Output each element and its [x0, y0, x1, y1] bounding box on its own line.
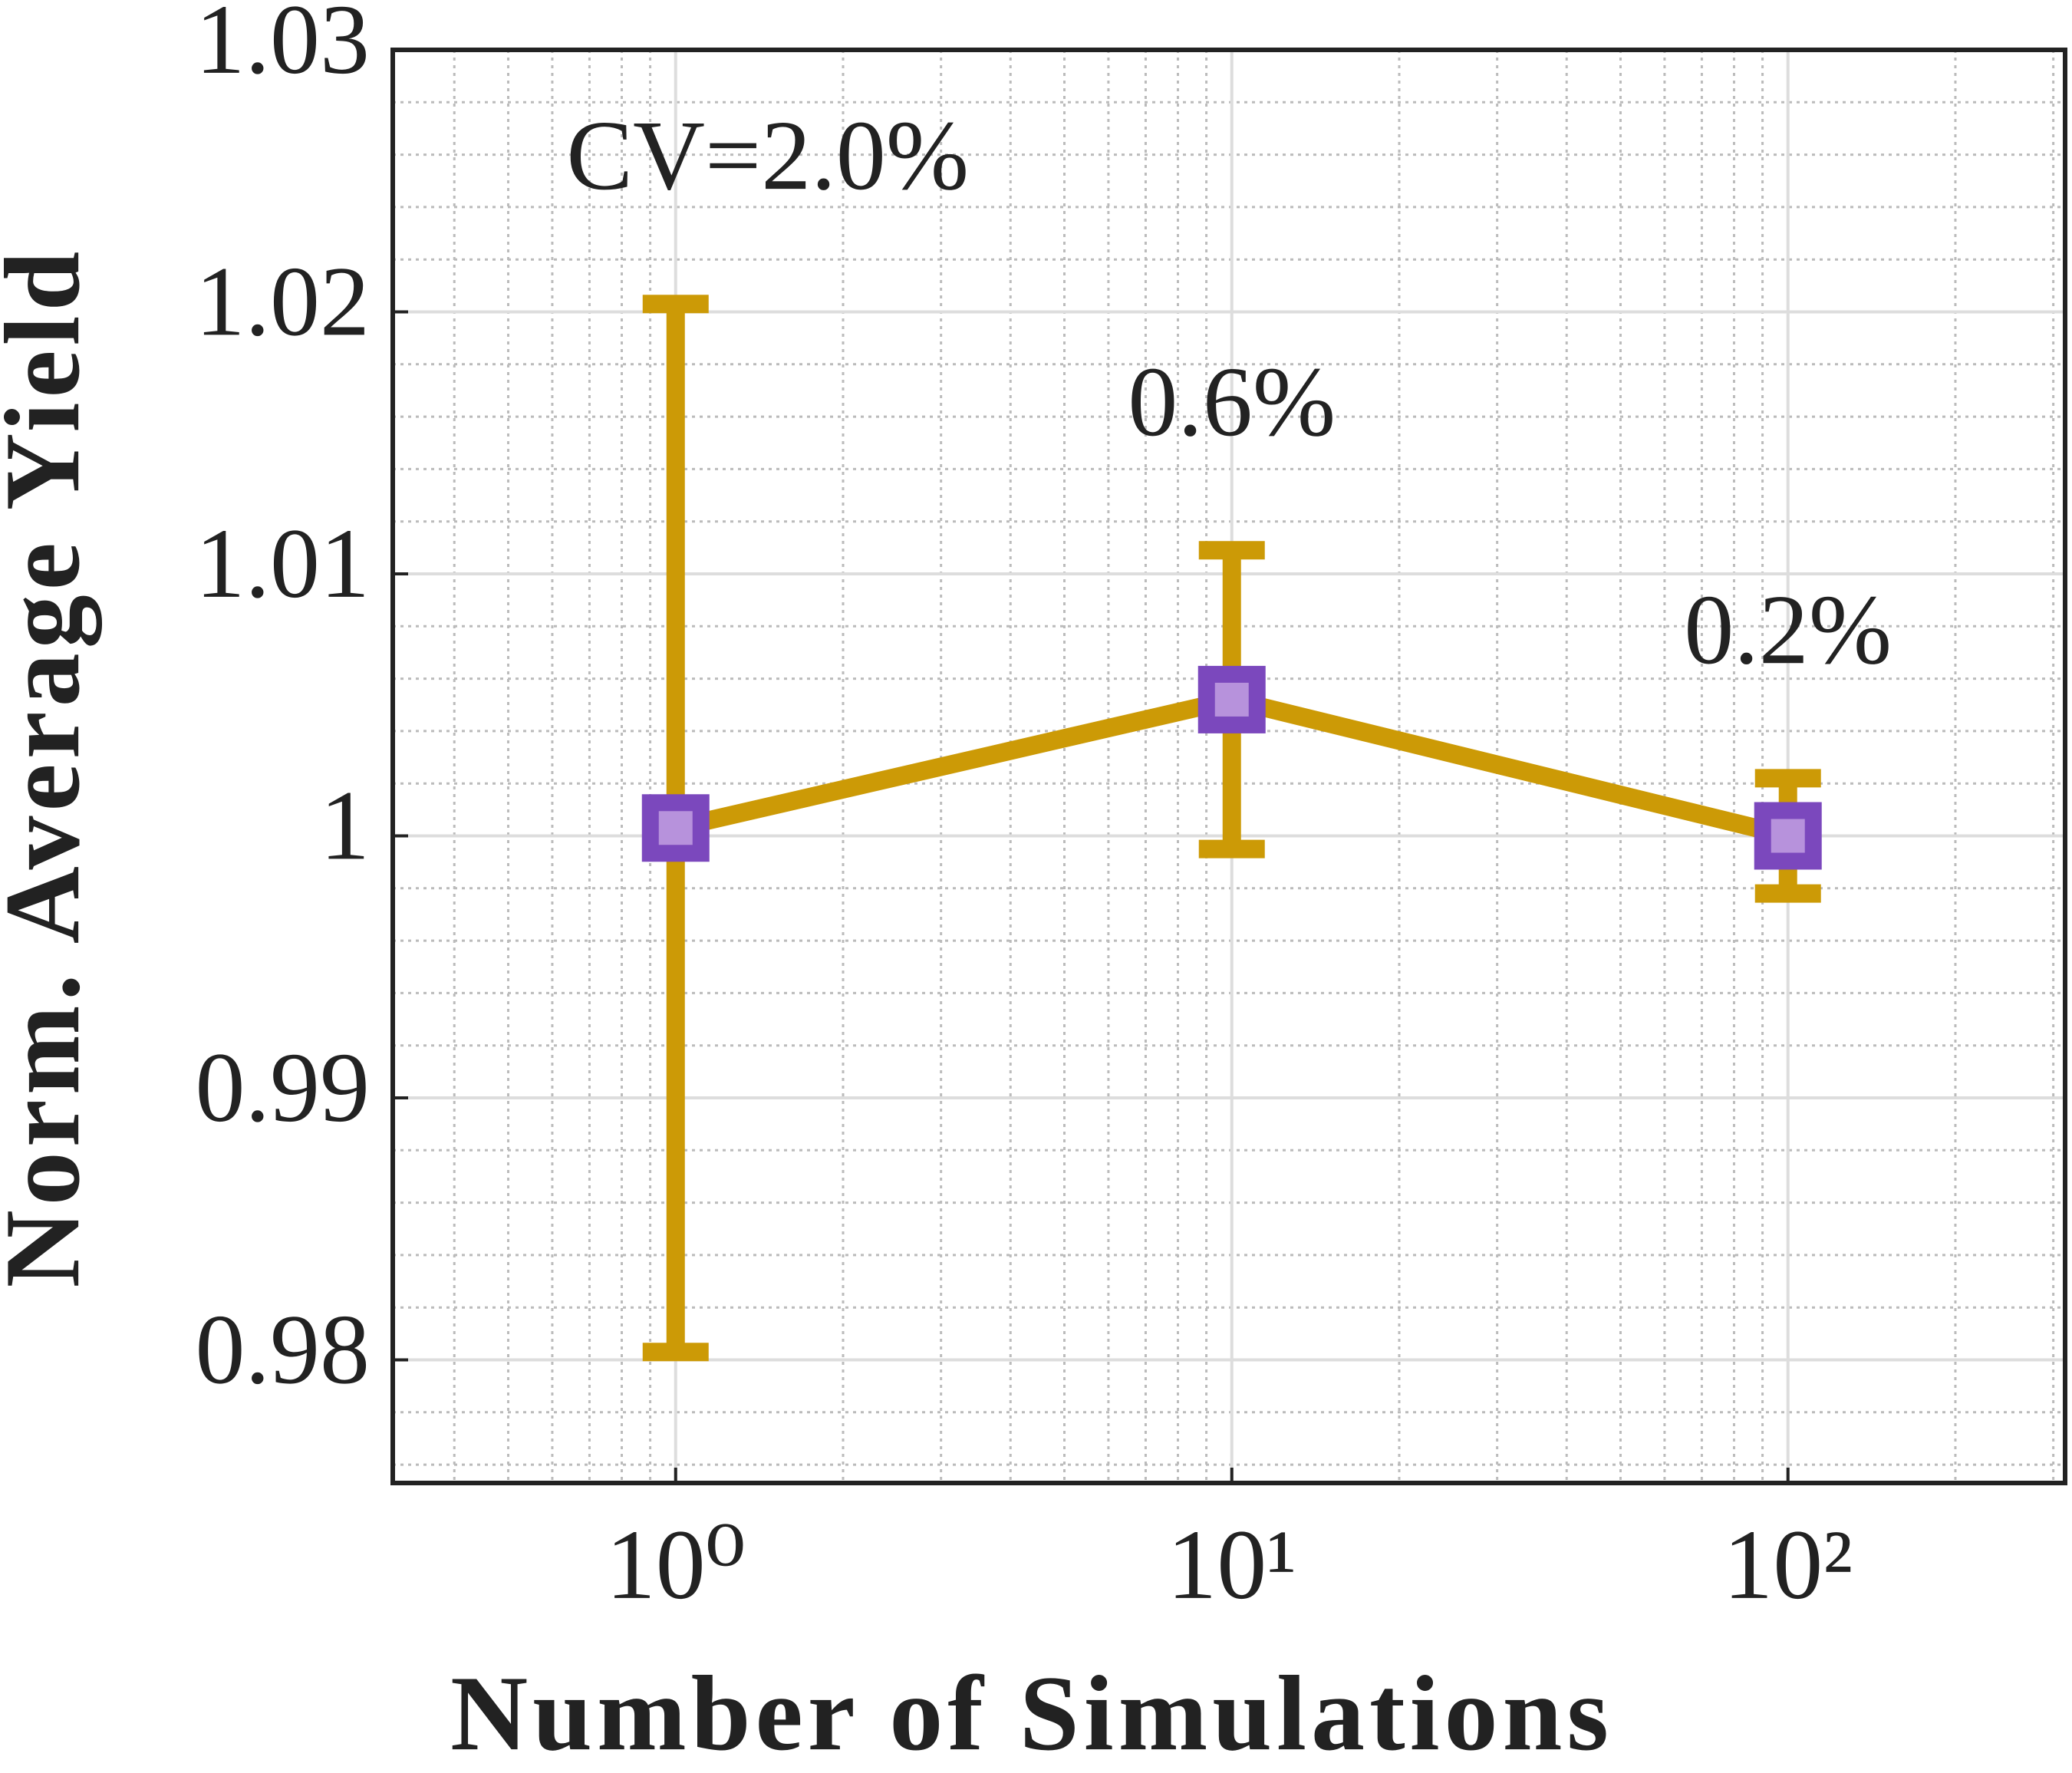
y-tick-label: 1: [320, 770, 370, 881]
marker: [641, 794, 710, 862]
x-tick-label: 10²: [1723, 1510, 1853, 1620]
y-tick-label: 1.02: [196, 246, 371, 357]
marker: [1754, 802, 1822, 870]
annotation: CV=2.0%: [566, 101, 969, 211]
annotation: 0.2%: [1684, 575, 1892, 685]
annotation: 0.6%: [1128, 347, 1336, 457]
marker: [1197, 665, 1266, 733]
plot-frame: [390, 48, 2067, 1485]
x-tick-label: 10⁰: [606, 1510, 746, 1620]
y-tick-label: 0.98: [196, 1294, 371, 1405]
y-tick-label: 1.01: [196, 509, 371, 619]
y-tick-label: 1.03: [196, 0, 371, 95]
y-axis-label: Norm. Average Yield: [0, 247, 102, 1288]
y-tick-label: 0.99: [196, 1033, 371, 1143]
x-axis-label: Number of Simulations: [450, 1654, 1613, 1773]
x-tick-label: 10¹: [1167, 1510, 1296, 1620]
